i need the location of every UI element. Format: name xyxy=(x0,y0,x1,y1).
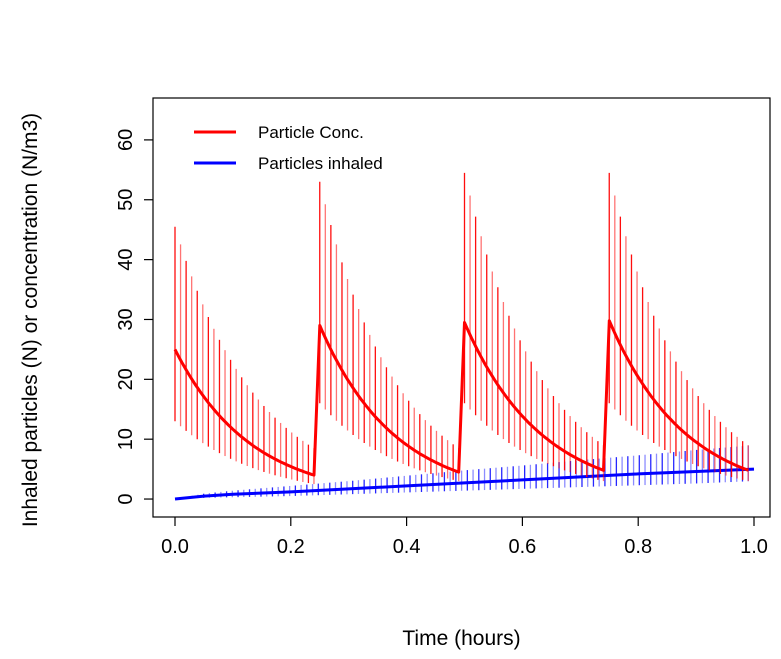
x-axis: 0.0 0.2 0.4 0.6 0.8 1.0 xyxy=(161,517,768,558)
x-tick-label: 0.6 xyxy=(508,536,536,558)
x-tick-label: 0.8 xyxy=(624,536,652,558)
x-tick-label: 1.0 xyxy=(740,536,768,558)
x-tick-label: 0.2 xyxy=(277,536,305,558)
y-tick-label: 60 xyxy=(115,129,137,151)
y-tick-label: 0 xyxy=(115,493,137,504)
legend: Particle Conc. Particles inhaled xyxy=(194,123,383,173)
conc-mean-line xyxy=(173,319,749,477)
x-tick-label: 0.0 xyxy=(161,536,189,558)
legend-label-conc: Particle Conc. xyxy=(258,123,364,142)
y-tick-label: 30 xyxy=(115,308,137,330)
y-axis: 0 10 20 30 40 50 60 xyxy=(115,129,153,505)
x-tick-label: 0.4 xyxy=(393,536,421,558)
plot-frame xyxy=(152,97,771,518)
legend-label-inhaled: Particles inhaled xyxy=(258,154,383,173)
plot-data-layer xyxy=(173,172,755,501)
y-tick-label: 10 xyxy=(115,428,137,450)
x-axis-title: Time (hours) xyxy=(402,627,520,650)
y-axis-title: Inhaled particles (N) or concentration (… xyxy=(19,113,42,527)
y-tick-label: 40 xyxy=(115,248,137,270)
y-tick-label: 20 xyxy=(115,368,137,390)
inhaled-mean-line xyxy=(174,467,755,501)
y-tick-label: 50 xyxy=(115,189,137,211)
